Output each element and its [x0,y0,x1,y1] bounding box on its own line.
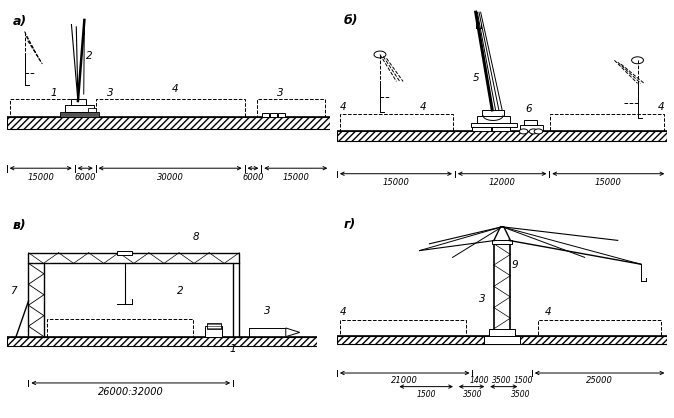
Bar [550,114,664,131]
Text: 6000: 6000 [74,173,96,182]
Text: 7: 7 [10,286,16,296]
Bar [7,336,317,346]
Text: в): в) [13,219,26,232]
Bar [10,99,75,117]
Bar [539,320,661,336]
Bar [483,110,503,116]
Text: 15000: 15000 [27,173,54,182]
Circle shape [374,51,386,58]
Text: 1500: 1500 [514,377,533,385]
Text: 15000: 15000 [595,178,621,186]
Bar [65,105,94,112]
Bar [492,127,510,131]
Bar [71,99,86,105]
Circle shape [529,129,538,134]
Text: 4: 4 [340,102,347,112]
Bar [207,323,220,329]
Text: 4: 4 [419,102,426,112]
Text: 21000: 21000 [392,377,418,385]
Bar [7,117,330,129]
Text: б): б) [344,14,358,27]
Text: 4: 4 [340,307,347,317]
Circle shape [519,129,528,134]
Text: 3500: 3500 [493,377,512,385]
Bar [340,320,466,336]
Text: 9: 9 [512,260,519,270]
Text: 4: 4 [545,307,552,317]
Text: 5: 5 [472,74,479,84]
Text: 26000:32000: 26000:32000 [98,387,164,397]
Text: 4: 4 [172,84,179,94]
Text: 15000: 15000 [282,173,309,182]
Text: 1400: 1400 [469,377,489,385]
Text: 1: 1 [51,88,57,98]
Text: 2: 2 [86,51,92,61]
Bar [28,253,239,263]
Bar [47,319,193,336]
Circle shape [534,129,543,134]
Text: 30000: 30000 [156,173,183,182]
Bar [489,329,516,336]
Bar [470,123,517,127]
Text: 3: 3 [264,306,271,316]
Text: г): г) [344,218,356,231]
Text: 6: 6 [525,104,532,114]
Text: 6000: 6000 [242,173,264,182]
Bar [337,131,667,141]
Text: 4: 4 [657,102,664,112]
Bar [524,120,537,125]
Bar [60,112,99,117]
Text: 3500: 3500 [462,390,482,399]
Text: 3: 3 [277,88,284,98]
Bar [340,114,453,131]
Text: 3: 3 [479,293,486,303]
Bar [257,99,326,117]
Bar [88,107,96,112]
Bar [262,112,269,117]
Bar [117,251,132,255]
Polygon shape [286,328,300,336]
Text: 3500: 3500 [510,390,530,399]
Text: 1500: 1500 [417,390,436,399]
Bar [477,116,510,123]
Text: 3: 3 [107,88,114,98]
Text: 15000: 15000 [383,178,409,186]
Bar [270,112,277,117]
Bar [96,99,245,117]
Text: 25000: 25000 [586,377,613,385]
Circle shape [632,57,644,64]
Bar [472,127,491,131]
Bar [337,336,667,344]
Bar [205,326,222,336]
Bar [520,125,543,131]
Text: 1: 1 [230,344,237,354]
Text: 2: 2 [177,286,184,296]
Text: а): а) [13,15,28,28]
Text: 12000: 12000 [489,178,516,186]
Text: 8: 8 [193,232,200,242]
Bar [484,336,520,344]
Bar [278,112,285,117]
Bar [492,240,512,244]
